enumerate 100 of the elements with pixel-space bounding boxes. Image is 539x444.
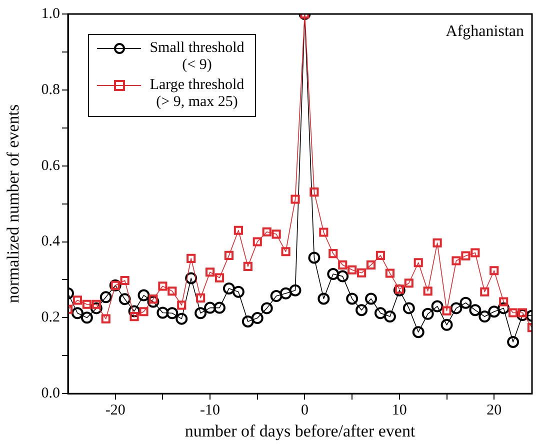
- point: [357, 268, 366, 278]
- point: [480, 287, 490, 296]
- point: [490, 266, 499, 276]
- point: [270, 290, 282, 302]
- point: [224, 250, 234, 260]
- point: [393, 284, 406, 296]
- point: [452, 256, 461, 266]
- point: [214, 302, 226, 314]
- point: [348, 265, 357, 274]
- point: [366, 260, 376, 270]
- point: [260, 302, 273, 314]
- point: [281, 247, 290, 256]
- x-tick-label: 10: [392, 402, 407, 419]
- point: [432, 238, 442, 248]
- point: [168, 286, 177, 296]
- point: [423, 286, 432, 296]
- point: [289, 284, 302, 296]
- point: [376, 250, 386, 260]
- y-axis-title: normalized number of events: [4, 104, 23, 304]
- point: [356, 304, 368, 316]
- point: [422, 308, 434, 320]
- point: [128, 305, 140, 318]
- y-tick-label: 0.6: [41, 158, 60, 174]
- point: [92, 300, 101, 309]
- point: [310, 187, 319, 197]
- point: [138, 289, 150, 302]
- point: [166, 307, 178, 320]
- point: [118, 293, 131, 306]
- point: [262, 227, 272, 236]
- point: [120, 276, 130, 286]
- point: [194, 307, 207, 320]
- point: [100, 291, 112, 304]
- point: [499, 297, 508, 306]
- annotation: Afghanistan: [446, 23, 524, 40]
- point: [214, 273, 224, 282]
- point: [80, 312, 93, 324]
- point: [461, 251, 470, 260]
- point: [206, 268, 215, 277]
- legend-label: Large threshold (> 9, max 25): [148, 77, 246, 111]
- y-tick-label: 0.8: [41, 82, 60, 98]
- point: [272, 230, 281, 239]
- point: [71, 307, 84, 320]
- point: [488, 306, 500, 318]
- point: [508, 308, 518, 318]
- point: [404, 278, 414, 288]
- point: [130, 312, 139, 322]
- point: [338, 260, 348, 270]
- point: [318, 292, 330, 305]
- point: [450, 302, 462, 314]
- point: [148, 294, 158, 304]
- point: [442, 306, 452, 316]
- point: [507, 336, 520, 348]
- point: [365, 292, 378, 305]
- point: [328, 248, 338, 258]
- point: [412, 326, 424, 338]
- point: [518, 308, 528, 318]
- point: [385, 268, 394, 278]
- point: [243, 262, 252, 271]
- point: [72, 296, 82, 305]
- point: [290, 194, 300, 204]
- point: [204, 302, 216, 314]
- x-tick-label: -10: [200, 402, 220, 419]
- point: [308, 252, 320, 264]
- point: [440, 318, 453, 331]
- point: [242, 315, 254, 328]
- point: [90, 302, 102, 314]
- y-tick-label: 1.0: [41, 6, 60, 22]
- point: [222, 282, 235, 294]
- point: [346, 292, 358, 305]
- point: [232, 286, 244, 298]
- x-axis-title: number of days before/after event: [184, 421, 416, 440]
- point: [384, 310, 396, 323]
- point: [251, 312, 264, 324]
- x-tick-label: 0: [300, 402, 308, 419]
- x-tick-label: 20: [486, 402, 502, 419]
- point: [158, 282, 168, 291]
- point: [185, 272, 198, 284]
- point: [374, 307, 386, 320]
- point: [394, 284, 404, 294]
- point: [319, 228, 328, 237]
- point: [177, 300, 186, 310]
- point: [460, 296, 472, 309]
- point: [431, 300, 444, 312]
- y-tick-label: 0.2: [41, 310, 60, 326]
- point: [186, 254, 196, 263]
- point: [402, 302, 415, 314]
- point: [252, 237, 262, 246]
- point: [139, 307, 148, 316]
- point: [327, 268, 340, 280]
- point: [470, 248, 480, 258]
- point: [234, 226, 243, 235]
- y-tick-label: 0.0: [41, 386, 60, 402]
- point: [176, 312, 188, 325]
- y-tick-label: 0.4: [41, 234, 60, 250]
- point: [478, 310, 491, 323]
- point: [414, 258, 423, 268]
- point: [498, 302, 510, 314]
- point: [147, 296, 160, 308]
- x-tick-label: -20: [105, 402, 126, 419]
- point: [156, 306, 169, 319]
